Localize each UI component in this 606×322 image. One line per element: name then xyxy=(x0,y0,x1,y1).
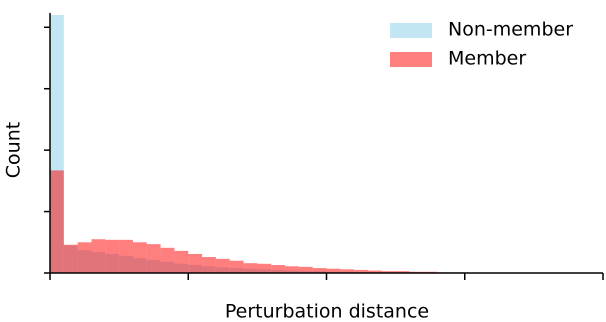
legend-label: Member xyxy=(448,48,526,70)
bar xyxy=(188,253,203,273)
bar xyxy=(215,258,230,273)
bar xyxy=(174,250,189,273)
bar xyxy=(312,268,327,273)
legend-label: Non-member xyxy=(448,19,573,41)
bar xyxy=(77,242,92,273)
legend-swatch xyxy=(390,52,432,67)
x-axis-label: Perturbation distance xyxy=(225,301,429,322)
bar xyxy=(146,244,161,273)
bar xyxy=(105,239,120,273)
y-axis-label: Count xyxy=(3,122,25,178)
bar xyxy=(285,266,299,273)
bar xyxy=(160,247,175,273)
bar xyxy=(132,242,147,273)
bar xyxy=(326,268,341,273)
bar xyxy=(367,270,382,273)
bar xyxy=(202,257,216,273)
bar xyxy=(63,244,78,273)
bar xyxy=(50,170,64,273)
bar xyxy=(257,263,272,273)
bar xyxy=(298,266,313,273)
bar xyxy=(229,260,244,273)
bar xyxy=(381,271,396,273)
bar xyxy=(354,269,368,273)
bar xyxy=(340,269,355,273)
legend-swatch xyxy=(390,23,432,38)
bar xyxy=(395,271,410,273)
bar xyxy=(91,239,106,273)
bar xyxy=(271,265,286,273)
bar xyxy=(119,239,133,273)
bar xyxy=(243,263,258,273)
